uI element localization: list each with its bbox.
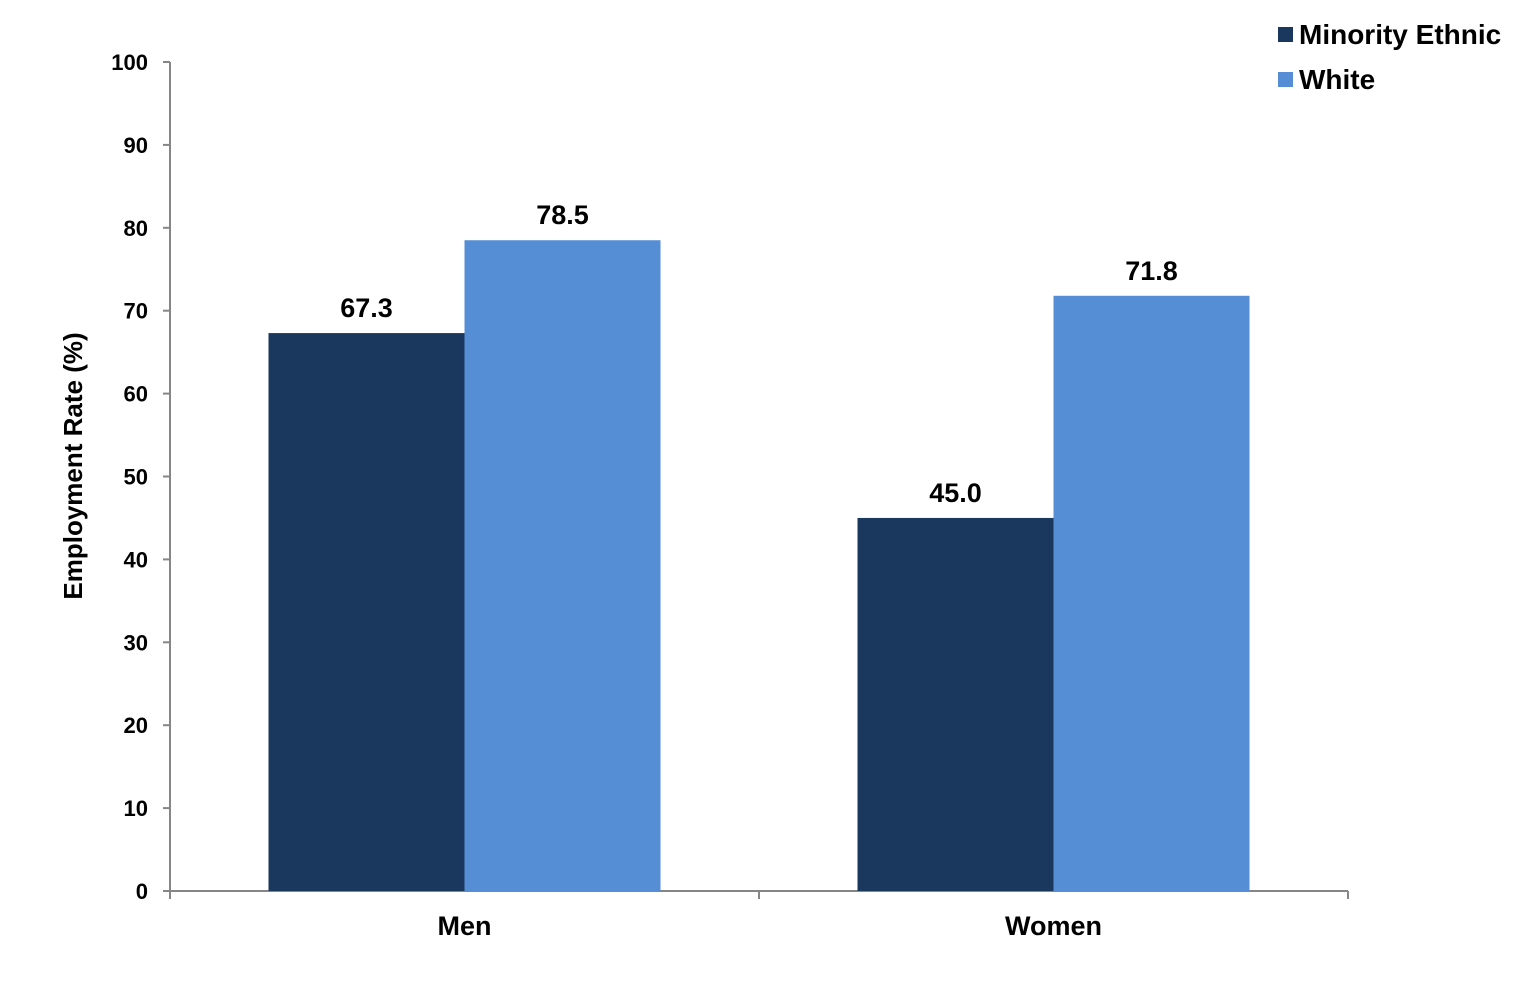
bar-white-women — [1053, 295, 1250, 891]
legend-swatch — [1278, 72, 1293, 87]
y-tick-label: 10 — [124, 796, 148, 821]
data-labels-group: 67.3 78.5 45.0 71.8 — [340, 200, 1178, 508]
legend-swatch — [1278, 27, 1293, 42]
y-axis-title: Employment Rate (%) — [58, 332, 88, 599]
bar-minority-ethnic-men — [268, 333, 465, 891]
y-tick-label: 100 — [111, 50, 148, 75]
y-tick-label: 70 — [124, 299, 148, 324]
bar-white-men — [464, 240, 661, 892]
y-tick-label: 40 — [124, 547, 148, 572]
y-axis: 0 10 20 30 40 50 60 70 80 90 100 — [111, 50, 171, 904]
data-label: 78.5 — [536, 200, 589, 230]
y-tick-label: 20 — [124, 713, 148, 738]
x-category-label: Men — [438, 911, 492, 941]
y-tick-label: 30 — [124, 630, 148, 655]
legend-label: Minority Ethnic — [1299, 19, 1501, 50]
y-tick-label: 90 — [124, 133, 148, 158]
x-category-label: Women — [1005, 911, 1102, 941]
bars-group — [268, 240, 1250, 892]
data-label: 45.0 — [929, 478, 982, 508]
y-tick-label: 80 — [124, 216, 148, 241]
data-label: 67.3 — [340, 293, 393, 323]
x-axis: Men Women — [169, 890, 1349, 941]
bar-minority-ethnic-women — [857, 517, 1054, 891]
legend-label: White — [1299, 64, 1375, 95]
y-tick-label: 50 — [124, 465, 148, 490]
data-label: 71.8 — [1125, 256, 1178, 286]
y-tick-label: 60 — [124, 382, 148, 407]
legend: Minority Ethnic White — [1278, 19, 1501, 95]
y-tick-label: 0 — [136, 879, 148, 904]
